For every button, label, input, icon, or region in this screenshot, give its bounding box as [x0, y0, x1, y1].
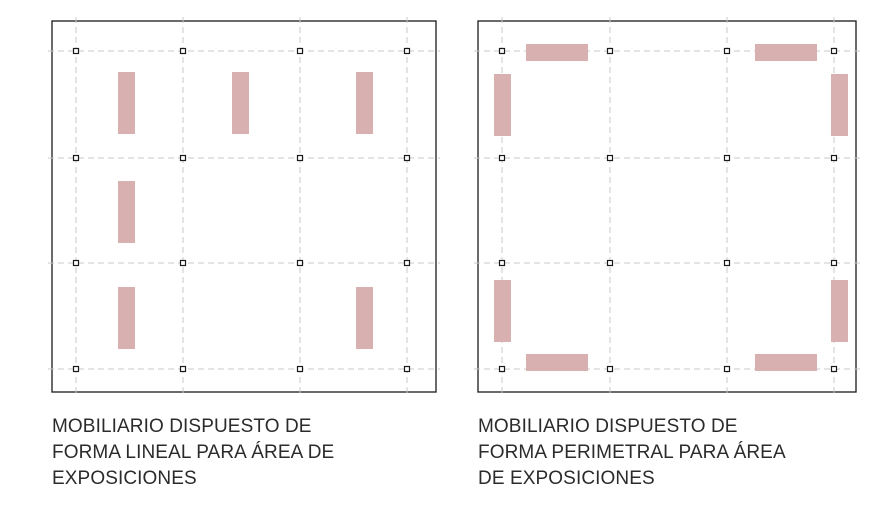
- column-marker: [723, 259, 731, 267]
- linear-layout-plan: [48, 17, 440, 396]
- column-marker: [606, 154, 614, 162]
- furniture-piece: [118, 181, 135, 243]
- furniture-piece: [232, 72, 249, 134]
- furniture-piece: [356, 72, 373, 134]
- furniture-piece: [494, 74, 511, 136]
- column-marker: [179, 365, 187, 373]
- column-marker: [403, 154, 411, 162]
- column-marker: [296, 259, 304, 267]
- furniture-piece: [526, 44, 588, 61]
- column-marker: [830, 259, 838, 267]
- furniture-piece: [356, 287, 373, 349]
- column-marker: [403, 47, 411, 55]
- linear-layout-caption: MOBILIARIO DISPUESTO DE FORMA LINEAL PAR…: [52, 414, 334, 492]
- perimeter-layout-caption: MOBILIARIO DISPUESTO DE FORMA PERIMETRAL…: [478, 414, 786, 492]
- column-marker: [606, 47, 614, 55]
- column-marker: [498, 47, 506, 55]
- furniture-piece: [526, 354, 588, 371]
- column-marker: [723, 47, 731, 55]
- column-marker: [179, 47, 187, 55]
- column-marker: [296, 47, 304, 55]
- furniture-piece: [755, 354, 817, 371]
- furniture-piece: [118, 72, 135, 134]
- column-marker: [498, 154, 506, 162]
- column-marker: [498, 365, 506, 373]
- caption-line: FORMA LINEAL PARA ÁREA DE: [52, 442, 335, 463]
- column-marker: [179, 259, 187, 267]
- column-marker: [723, 365, 731, 373]
- column-marker: [179, 154, 187, 162]
- column-marker: [403, 365, 411, 373]
- column-marker: [606, 259, 614, 267]
- caption-line: DE EXPOSICIONES: [478, 468, 655, 489]
- caption-line: MOBILIARIO DISPUESTO DE: [52, 416, 312, 437]
- column-marker: [830, 365, 838, 373]
- plan-frame: [477, 20, 857, 393]
- column-marker: [296, 154, 304, 162]
- perimeter-layout-plan: [474, 17, 860, 396]
- column-marker: [72, 365, 80, 373]
- column-marker: [296, 365, 304, 373]
- column-marker: [830, 154, 838, 162]
- column-marker: [723, 154, 731, 162]
- caption-line: MOBILIARIO DISPUESTO DE: [478, 416, 738, 437]
- floor-plans: [48, 17, 860, 396]
- furniture-piece: [831, 74, 848, 136]
- column-marker: [403, 259, 411, 267]
- furniture-piece: [831, 280, 848, 342]
- furniture-piece: [118, 287, 135, 349]
- furniture-piece: [755, 44, 817, 61]
- caption-line: EXPOSICIONES: [52, 468, 197, 489]
- column-marker: [72, 259, 80, 267]
- column-marker: [830, 47, 838, 55]
- column-marker: [72, 154, 80, 162]
- caption-line: FORMA PERIMETRAL PARA ÁREA: [478, 442, 786, 463]
- column-marker: [72, 47, 80, 55]
- furniture-piece: [494, 280, 511, 342]
- column-marker: [606, 365, 614, 373]
- column-marker: [498, 259, 506, 267]
